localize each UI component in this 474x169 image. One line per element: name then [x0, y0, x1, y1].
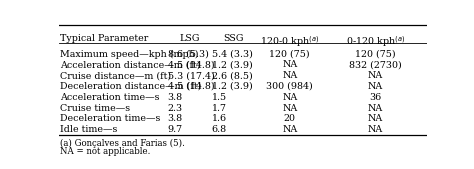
Text: 0-120 kph$^{(a)}$: 0-120 kph$^{(a)}$ — [346, 34, 405, 49]
Text: 20: 20 — [284, 114, 296, 123]
Text: 1.2 (3.9): 1.2 (3.9) — [212, 82, 253, 91]
Text: 8.6 (5.3): 8.6 (5.3) — [168, 50, 209, 59]
Text: 120 (75): 120 (75) — [355, 50, 395, 59]
Text: 1.6: 1.6 — [212, 114, 227, 123]
Text: 3.8: 3.8 — [168, 93, 183, 102]
Text: 6.8: 6.8 — [212, 125, 227, 134]
Text: (a) Gonçalves and Farias (5).: (a) Gonçalves and Farias (5). — [60, 139, 185, 148]
Text: Typical Parameter: Typical Parameter — [60, 34, 148, 43]
Text: Acceleration time—s: Acceleration time—s — [60, 93, 159, 102]
Text: 2.6 (8.5): 2.6 (8.5) — [212, 71, 253, 80]
Text: 9.7: 9.7 — [168, 125, 183, 134]
Text: NA: NA — [282, 125, 297, 134]
Text: NA: NA — [282, 60, 297, 69]
Text: 1.5: 1.5 — [212, 93, 227, 102]
Text: NA: NA — [367, 71, 383, 80]
Text: NA: NA — [282, 104, 297, 113]
Text: Deceleration time—s: Deceleration time—s — [60, 114, 160, 123]
Text: NA: NA — [282, 93, 297, 102]
Text: 5.3 (17.4): 5.3 (17.4) — [168, 71, 214, 80]
Text: Maximum speed—kph (mph): Maximum speed—kph (mph) — [60, 50, 199, 59]
Text: NA: NA — [367, 125, 383, 134]
Text: 3.8: 3.8 — [168, 114, 183, 123]
Text: Idle time—s: Idle time—s — [60, 125, 118, 134]
Text: NA: NA — [367, 82, 383, 91]
Text: 36: 36 — [369, 93, 381, 102]
Text: Cruise distance—m (ft): Cruise distance—m (ft) — [60, 71, 171, 80]
Text: 832 (2730): 832 (2730) — [349, 60, 401, 69]
Text: 300 (984): 300 (984) — [266, 82, 313, 91]
Text: NA: NA — [367, 104, 383, 113]
Text: 2.3: 2.3 — [168, 104, 183, 113]
Text: NA: NA — [367, 114, 383, 123]
Text: 120-0 kph$^{(a)}$: 120-0 kph$^{(a)}$ — [260, 34, 319, 49]
Text: NA = not applicable.: NA = not applicable. — [60, 147, 150, 155]
Text: 1.7: 1.7 — [212, 104, 227, 113]
Text: 4.5 (14.8): 4.5 (14.8) — [168, 82, 214, 91]
Text: 5.4 (3.3): 5.4 (3.3) — [212, 50, 253, 59]
Text: Deceleration distance—m (ft): Deceleration distance—m (ft) — [60, 82, 201, 91]
Text: 120 (75): 120 (75) — [269, 50, 310, 59]
Text: NA: NA — [282, 71, 297, 80]
Text: Acceleration distance—m (ft): Acceleration distance—m (ft) — [60, 60, 201, 69]
Text: Cruise time—s: Cruise time—s — [60, 104, 130, 113]
Text: LSG: LSG — [180, 34, 200, 43]
Text: SSG: SSG — [224, 34, 244, 43]
Text: 4.5 (14.8): 4.5 (14.8) — [168, 60, 214, 69]
Text: 1.2 (3.9): 1.2 (3.9) — [212, 60, 253, 69]
